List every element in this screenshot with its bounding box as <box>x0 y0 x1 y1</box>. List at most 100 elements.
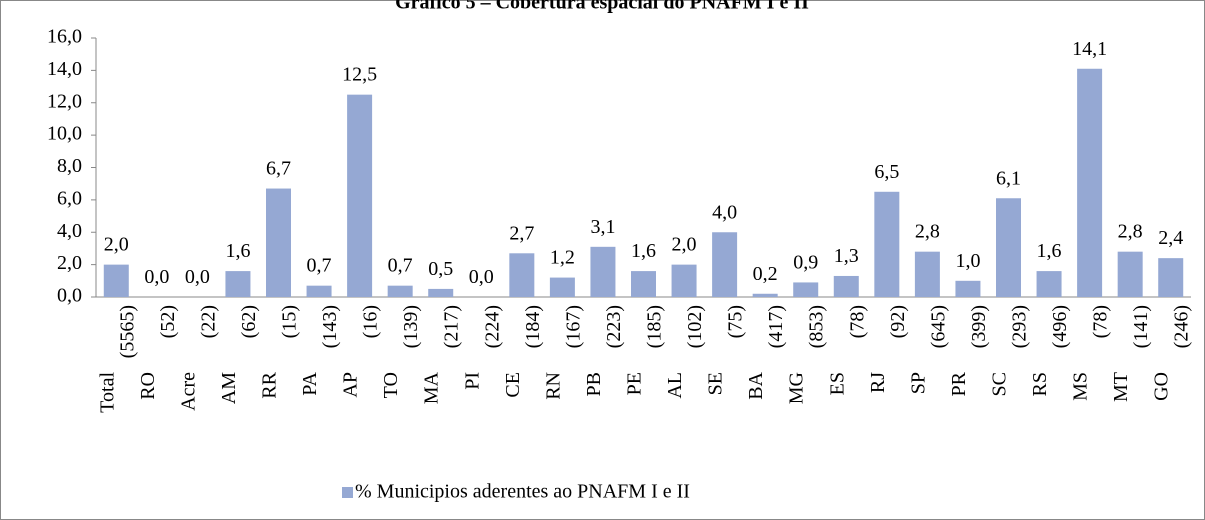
bar <box>266 188 291 297</box>
category-count: (62) <box>238 305 260 338</box>
category-count: (52) <box>157 305 179 338</box>
x-tick-label: RO (52) <box>137 305 179 400</box>
data-label: 14,1 <box>1072 38 1107 60</box>
bar <box>1158 258 1184 297</box>
x-tick-label: ES (78) <box>826 305 868 395</box>
category-name: RS <box>1029 372 1051 396</box>
category-count: (417) <box>765 305 787 348</box>
category-count: (853) <box>806 305 828 348</box>
x-tick-label: MG (853) <box>786 305 828 404</box>
x-tick-label: RN (167) <box>542 305 584 400</box>
category-count: (185) <box>644 305 666 348</box>
bar <box>833 275 859 297</box>
x-tick-label: AP (16) <box>340 305 382 398</box>
y-tick-label: 0,0 <box>57 285 82 307</box>
x-tick-label: MA (217) <box>421 305 463 404</box>
category-name: PR <box>948 371 970 396</box>
category-count: (102) <box>684 305 706 348</box>
category-name: RJ <box>867 372 889 393</box>
data-label: 3,1 <box>590 216 615 238</box>
x-tick-label: RS (496) <box>1029 305 1071 396</box>
bar <box>428 288 454 297</box>
data-label: 4,0 <box>712 201 737 223</box>
x-tick-label: PI (224) <box>461 305 503 390</box>
category-name: ES <box>826 372 848 395</box>
data-label: 6,7 <box>266 158 291 180</box>
category-count: (246) <box>1171 305 1193 348</box>
data-label: 0,2 <box>753 263 778 285</box>
category-name: AP <box>340 372 362 398</box>
chart-title: Gráfico 5 – Cobertura espacial do PNAFM … <box>395 0 809 14</box>
y-tick-label: 8,0 <box>57 155 82 177</box>
x-tick-label: MT (141) <box>1110 305 1152 402</box>
category-count: (143) <box>319 305 341 348</box>
category-name: PA <box>299 371 321 395</box>
data-label: 1,6 <box>631 240 656 262</box>
category-count: (16) <box>360 305 382 338</box>
category-name: RN <box>542 372 564 400</box>
category-name: SP <box>907 372 929 394</box>
data-label: 0,0 <box>144 266 169 288</box>
bar <box>1077 68 1103 297</box>
x-tick-label: BA (417) <box>745 305 787 400</box>
data-label: 0,0 <box>185 266 210 288</box>
category-count: (217) <box>441 305 463 348</box>
category-name: TO <box>380 372 402 398</box>
data-label: 2,0 <box>672 234 697 256</box>
bar <box>631 271 656 297</box>
bar <box>306 285 332 297</box>
data-label: 6,5 <box>874 161 899 183</box>
legend-swatch <box>342 487 353 498</box>
bar <box>671 264 697 297</box>
category-count: (645) <box>927 305 949 348</box>
data-label: 2,8 <box>1118 221 1143 243</box>
x-tick-label: PE (185) <box>624 305 666 395</box>
category-name: Total <box>96 372 118 413</box>
y-tick-label: 14,0 <box>47 58 82 80</box>
y-tick-label: 12,0 <box>47 90 82 112</box>
x-tick-label: PR (399) <box>948 305 990 396</box>
category-count: (75) <box>725 305 747 338</box>
bar <box>103 264 129 297</box>
legend-label: % Municipios aderentes ao PNAFM I e II <box>355 481 690 503</box>
bar <box>347 94 373 297</box>
bar <box>996 198 1021 297</box>
x-tick-label: SP (645) <box>907 305 949 394</box>
category-name: AM <box>218 372 240 404</box>
category-name: BA <box>745 371 767 399</box>
x-tick-label: Total (5565) <box>96 305 138 413</box>
category-count: (224) <box>481 305 503 348</box>
category-count: (167) <box>562 305 584 348</box>
data-label: 0,0 <box>469 266 494 288</box>
category-name: MS <box>1070 372 1092 401</box>
bar <box>1117 251 1143 297</box>
data-label: 1,2 <box>550 247 575 269</box>
category-count: (78) <box>1090 305 1112 338</box>
category-name: MG <box>786 372 808 404</box>
category-count: (184) <box>522 305 544 348</box>
bar <box>225 271 251 297</box>
y-tick-label: 10,0 <box>47 123 82 145</box>
bar <box>752 293 778 297</box>
x-tick-label: TO (139) <box>380 305 422 398</box>
data-label: 0,7 <box>307 255 332 277</box>
x-tick-label: SE (75) <box>705 305 747 395</box>
bar <box>955 280 981 297</box>
category-name: SE <box>705 372 727 395</box>
bar <box>914 251 940 297</box>
data-label: 12,5 <box>342 64 377 86</box>
category-name: GO <box>1151 372 1173 401</box>
category-count: (139) <box>400 305 422 348</box>
category-name: Acre <box>177 372 199 411</box>
category-name: MT <box>1110 372 1132 402</box>
category-name: RR <box>259 371 281 398</box>
category-name: PB <box>583 372 605 396</box>
category-count: (141) <box>1130 305 1152 348</box>
category-count: (293) <box>1009 305 1031 348</box>
category-name: AL <box>664 372 686 399</box>
x-tick-label: RJ (92) <box>867 305 909 393</box>
legend: % Municipios aderentes ao PNAFM I e II <box>342 481 690 503</box>
category-count: (22) <box>197 305 219 338</box>
bar <box>549 277 575 297</box>
category-name: MA <box>421 371 443 404</box>
